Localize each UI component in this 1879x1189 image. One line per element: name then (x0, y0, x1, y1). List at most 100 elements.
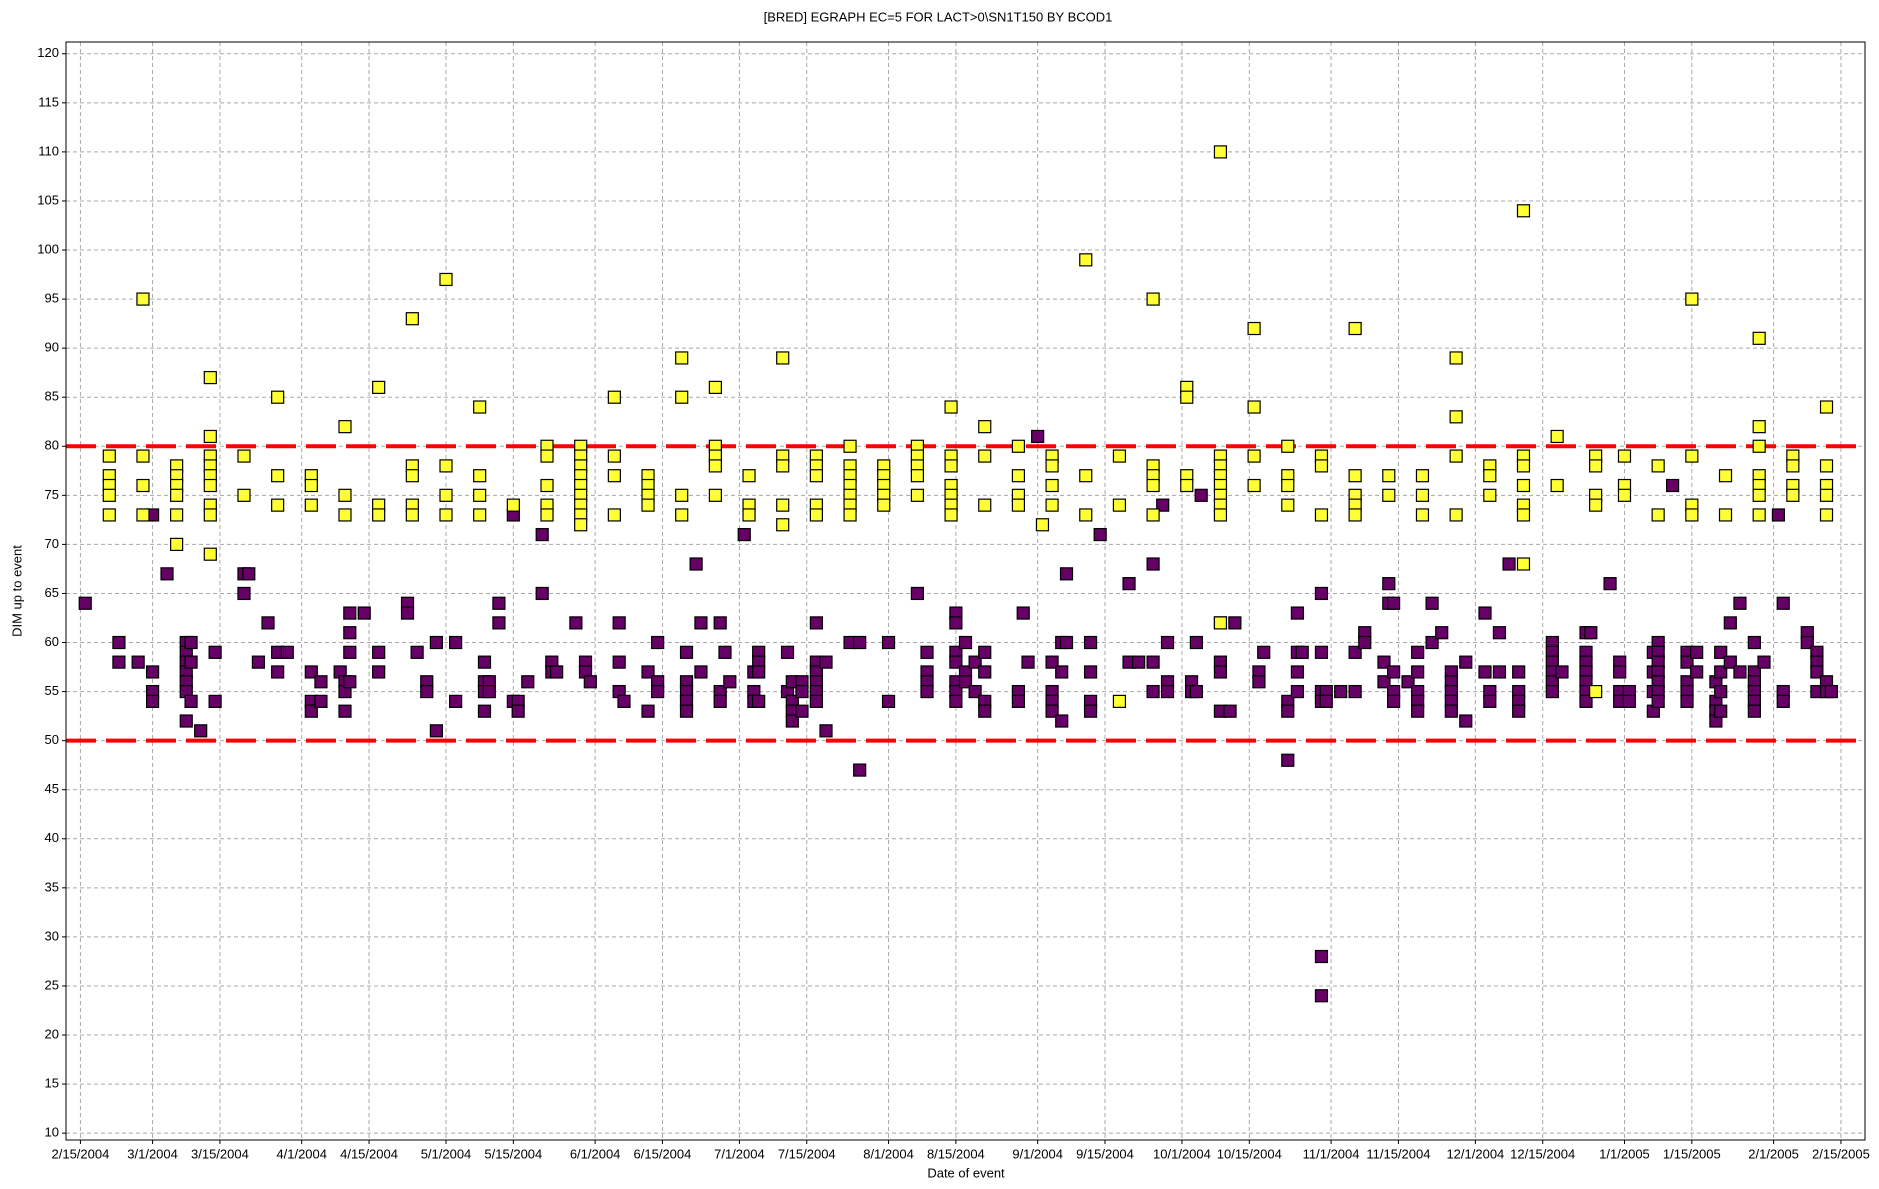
x-tick-label: 7/15/2004 (778, 1146, 836, 1161)
data-point (535, 586, 549, 601)
data-point (978, 665, 992, 679)
data-point (405, 312, 419, 326)
data-point (535, 527, 549, 542)
data-point (1617, 488, 1632, 502)
data-point (237, 586, 251, 601)
x-tick-label: 3/1/2004 (127, 1146, 178, 1161)
data-point (978, 704, 992, 718)
data-point (184, 655, 198, 669)
data-point (612, 655, 626, 669)
y-tick-label: 15 (45, 1076, 59, 1091)
data-point (1714, 645, 1728, 659)
data-point (1045, 498, 1059, 512)
data-point (1516, 508, 1531, 522)
data-point (1146, 684, 1160, 699)
data-point (1059, 567, 1074, 581)
data-point (136, 449, 150, 463)
data-point (641, 665, 655, 679)
data-point (439, 488, 453, 502)
data-point (607, 449, 621, 463)
data-point (131, 655, 145, 669)
data-point (492, 596, 506, 610)
data-point (271, 665, 285, 679)
data-point (372, 665, 386, 679)
plot-area (66, 42, 1865, 1140)
data-point (203, 370, 217, 385)
data-point (1377, 655, 1391, 669)
x-tick-label: 4/15/2004 (340, 1146, 398, 1161)
data-point (1752, 420, 1766, 434)
data-point (708, 380, 722, 394)
data-point (708, 488, 722, 502)
data-point (1411, 645, 1425, 659)
data-point (1680, 694, 1694, 708)
data-point (343, 645, 357, 659)
data-point (1545, 684, 1559, 699)
data-point (1035, 518, 1050, 532)
x-tick-label: 3/15/2004 (191, 1146, 249, 1161)
data-point (1382, 577, 1396, 591)
data-point (944, 400, 958, 414)
data-point (1718, 469, 1733, 483)
data-point (314, 675, 328, 689)
data-point (737, 527, 751, 542)
y-tick-label: 80 (45, 438, 59, 453)
y-tick-label: 20 (45, 1026, 59, 1041)
y-tick-label: 65 (45, 585, 59, 600)
data-point (1752, 488, 1766, 502)
data-point (1651, 508, 1665, 522)
data-point (1690, 645, 1704, 659)
data-point (1247, 321, 1261, 336)
data-point (1733, 665, 1747, 679)
data-point (1348, 321, 1362, 336)
data-point (449, 694, 463, 708)
data-point (1752, 331, 1766, 345)
x-axis-title: Date of event (927, 1165, 1005, 1180)
data-point (338, 704, 352, 718)
data-point (1449, 351, 1463, 365)
data-point (607, 390, 621, 404)
data-point (1083, 635, 1098, 650)
data-point (1213, 665, 1228, 679)
data-point (492, 616, 506, 630)
data-point (1314, 459, 1329, 473)
x-tick-label: 10/15/2004 (1217, 1146, 1282, 1161)
data-point (1348, 508, 1362, 522)
data-point (271, 498, 285, 512)
data-point (1415, 508, 1430, 522)
data-point (237, 488, 251, 502)
data-point (1247, 400, 1261, 414)
data-point (1786, 488, 1800, 502)
y-tick-label: 60 (45, 634, 59, 649)
data-point (968, 684, 982, 699)
data-point (809, 694, 823, 708)
data-point (1555, 665, 1569, 679)
data-point (881, 694, 896, 708)
data-point (477, 655, 492, 669)
data-point (203, 478, 217, 493)
data-point (1483, 469, 1497, 483)
data-point (776, 518, 790, 532)
data-point (1776, 596, 1790, 610)
data-point (795, 684, 809, 699)
data-point (819, 724, 833, 738)
data-point (1800, 635, 1814, 650)
data-point (473, 469, 487, 483)
data-point (795, 704, 809, 718)
data-point (1189, 684, 1203, 699)
data-point (1180, 390, 1194, 404)
data-point (473, 508, 487, 522)
data-point (372, 508, 386, 522)
data-point (102, 508, 116, 522)
data-point (1045, 459, 1059, 473)
data-point (1478, 606, 1492, 620)
data-point (1415, 488, 1430, 502)
data-point (723, 675, 737, 689)
data-point (1160, 635, 1175, 650)
data-point (1223, 704, 1237, 718)
y-tick-label: 70 (45, 536, 59, 551)
data-point (910, 469, 924, 483)
y-tick-label: 10 (45, 1125, 59, 1140)
data-point (1059, 635, 1074, 650)
